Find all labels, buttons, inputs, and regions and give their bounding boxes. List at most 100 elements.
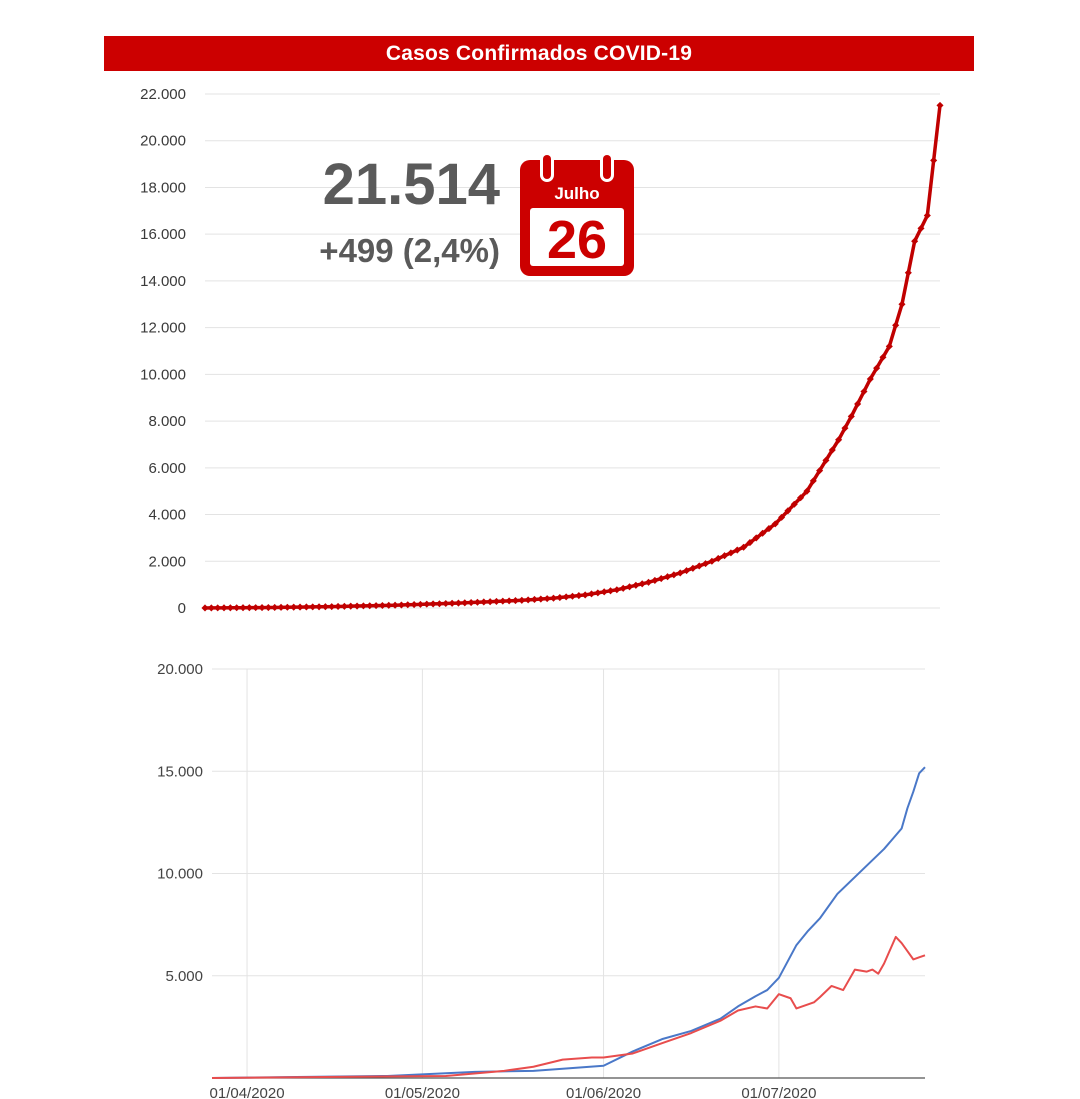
calendar-day: 26 — [546, 210, 608, 270]
data-point-marker — [328, 603, 336, 611]
calendar-graphic — [520, 152, 634, 276]
bottom-x-tick-label: 01/04/2020 — [210, 1085, 285, 1099]
data-point-marker — [866, 375, 874, 383]
data-point-marker — [207, 604, 215, 612]
data-point-marker — [778, 513, 786, 521]
data-point-marker — [873, 364, 881, 372]
data-point-marker — [321, 603, 329, 611]
data-point-marker — [689, 564, 697, 572]
data-point-marker — [752, 534, 760, 542]
data-point-marker — [600, 588, 608, 596]
data-point-marker — [625, 583, 634, 591]
bottom-y-tick-label: 10.000 — [157, 866, 203, 883]
data-point-marker — [765, 525, 773, 533]
bottom-y-tick-label: 20.000 — [157, 661, 203, 678]
data-point-marker — [448, 599, 456, 607]
bottom-y-axis-ticks: 5.000 10.000 15.000 20.000 — [157, 661, 203, 985]
top-y-tick-label: 6.000 — [148, 460, 186, 477]
data-point-marker — [334, 602, 342, 610]
data-point-marker — [923, 211, 931, 220]
data-point-marker — [746, 539, 754, 547]
data-point-marker — [296, 603, 304, 611]
data-point-marker — [404, 601, 412, 609]
data-point-marker — [936, 101, 944, 109]
data-point-marker — [220, 604, 228, 612]
total-cases-value: 21.514 — [322, 152, 500, 217]
data-point-marker — [442, 599, 450, 608]
red-series-line — [211, 935, 926, 1079]
data-point-marker — [581, 591, 589, 599]
top-y-tick-label: 12.000 — [140, 320, 186, 337]
data-point-marker — [302, 603, 310, 611]
data-point-marker — [657, 575, 665, 583]
data-point-marker — [892, 321, 900, 329]
data-point-marker — [670, 571, 678, 579]
top-y-tick-label: 0 — [178, 600, 186, 617]
data-point-marker — [511, 597, 520, 605]
data-point-marker — [854, 400, 862, 408]
bottom-x-tick-label: 01/06/2020 — [566, 1085, 641, 1099]
data-point-marker — [797, 494, 805, 502]
data-point-marker — [239, 604, 247, 612]
data-point-marker — [271, 603, 279, 611]
bottom-x-axis-ticks: 01/04/2020 01/05/2020 01/06/2020 01/07/2020 — [210, 1085, 817, 1099]
data-point-marker — [606, 587, 615, 595]
data-point-marker — [499, 597, 507, 605]
data-point-marker — [366, 602, 374, 610]
data-point-marker — [809, 477, 817, 485]
data-point-marker — [676, 569, 684, 577]
data-point-marker — [917, 224, 925, 232]
data-point-marker — [340, 602, 348, 610]
data-point-marker — [562, 593, 570, 601]
data-point-marker — [473, 598, 481, 606]
blue-series-line — [211, 766, 926, 1079]
data-point-marker — [492, 597, 501, 605]
data-point-marker — [226, 604, 234, 612]
data-point-marker — [879, 353, 887, 361]
data-point-marker — [505, 597, 513, 605]
data-point-marker — [683, 567, 691, 575]
data-point-marker — [290, 603, 298, 611]
data-point-marker — [391, 601, 399, 609]
data-point-marker — [651, 576, 659, 584]
data-point-marker — [359, 602, 367, 610]
top-series-layer — [201, 101, 944, 612]
data-point-marker — [467, 598, 475, 607]
data-point-marker — [435, 600, 443, 608]
data-point-marker — [264, 603, 272, 612]
top-y-tick-label: 4.000 — [148, 507, 186, 524]
data-point-marker — [372, 602, 380, 610]
bottom-y-tick-label: 15.000 — [157, 763, 203, 780]
data-point-marker — [233, 604, 241, 612]
data-point-marker — [214, 604, 222, 612]
data-point-marker — [898, 300, 906, 308]
data-point-marker — [549, 594, 558, 602]
data-point-marker — [556, 593, 564, 602]
data-point-marker — [644, 578, 653, 586]
data-point-marker — [568, 592, 577, 600]
data-point-marker — [429, 600, 437, 608]
data-point-marker — [638, 580, 646, 588]
data-point-marker — [397, 601, 405, 609]
data-point-marker — [385, 601, 393, 609]
data-point-marker — [632, 581, 640, 589]
data-point-marker — [841, 424, 849, 432]
data-point-marker — [911, 237, 919, 245]
data-point-marker — [816, 467, 824, 475]
data-point-marker — [759, 529, 767, 537]
chart-title: Casos Confirmados COVID-19 — [385, 41, 693, 65]
top-y-tick-label: 2.000 — [148, 553, 186, 570]
data-point-marker — [740, 543, 748, 551]
data-point-marker — [790, 500, 798, 508]
data-point-marker — [353, 602, 361, 610]
data-point-marker — [283, 603, 291, 611]
data-point-marker — [378, 601, 386, 610]
top-y-tick-label: 16.000 — [140, 226, 186, 243]
bottom-gridlines — [212, 668, 925, 1079]
data-point-marker — [309, 603, 317, 611]
data-point-marker — [847, 412, 855, 420]
top-y-tick-label: 14.000 — [140, 273, 186, 290]
data-point-marker — [695, 562, 703, 570]
data-point-marker — [702, 560, 710, 568]
